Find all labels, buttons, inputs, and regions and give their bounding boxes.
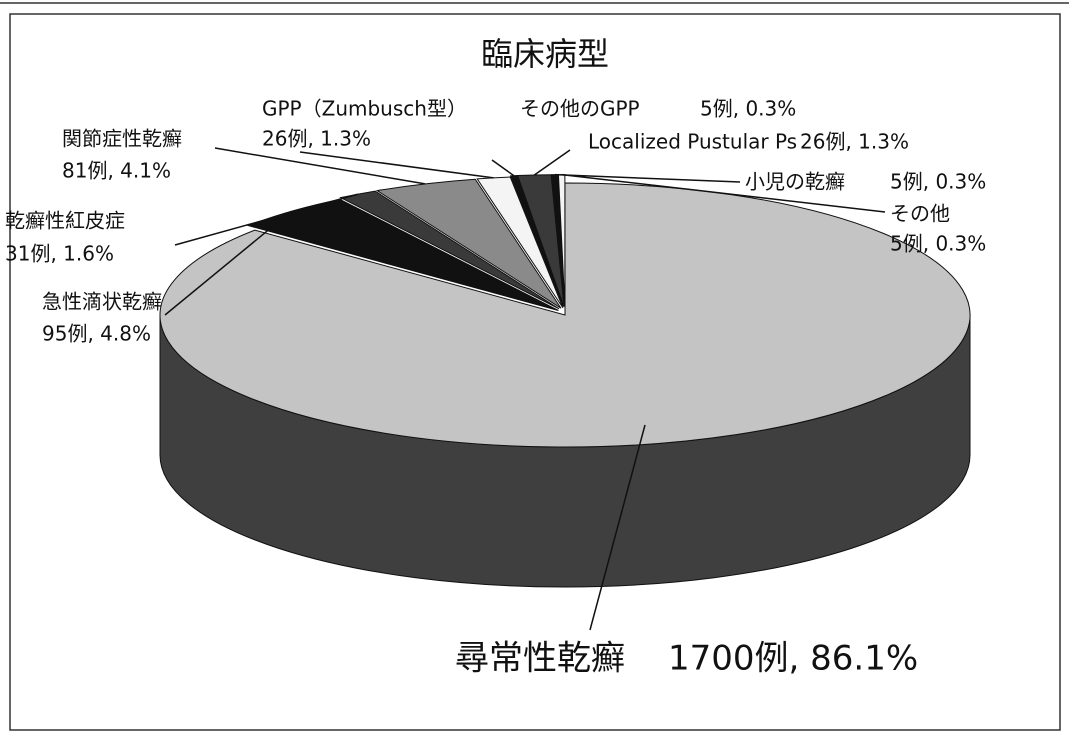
slice-value-label: 81例, 4.1% bbox=[62, 159, 171, 183]
slice bbox=[159, 182, 971, 448]
leader-line bbox=[299, 151, 494, 179]
slice-label: 小児の乾癬 bbox=[745, 170, 845, 194]
slice-label: GPP（Zumbusch型） bbox=[262, 97, 467, 121]
leader-line bbox=[554, 173, 741, 183]
slice-label: その他のGPP bbox=[520, 97, 640, 121]
slice-label: Localized Pustular Ps bbox=[588, 130, 797, 154]
leader-line bbox=[164, 210, 292, 316]
slice-value-label: 31例, 1.6% bbox=[5, 242, 114, 266]
leader-line bbox=[533, 149, 571, 176]
slice-value-label: 1700例, 86.1% bbox=[668, 639, 918, 679]
slice-label: 関節症性乾癬 bbox=[62, 127, 182, 151]
leader-line bbox=[214, 147, 426, 185]
slice-label: 乾癬性紅皮症 bbox=[5, 209, 125, 233]
chart-frame bbox=[9, 13, 1061, 731]
leader-line bbox=[491, 159, 515, 177]
slice-label: 急性滴状乾癬 bbox=[42, 290, 162, 314]
chart-title: 臨床病型 bbox=[481, 35, 609, 73]
slice-label: 尋常性乾癬 bbox=[455, 639, 625, 679]
slice-value-label: 5例, 0.3% bbox=[890, 232, 986, 256]
slice bbox=[375, 178, 562, 309]
slice-value-label: 26例, 1.3% bbox=[800, 130, 909, 154]
slice-label: その他 bbox=[890, 202, 950, 226]
leader-line bbox=[561, 173, 886, 213]
slice-value-label: 26例, 1.3% bbox=[262, 127, 371, 151]
slice-value-label: 5例, 0.3% bbox=[890, 170, 986, 194]
leader-line bbox=[174, 193, 358, 246]
slice-value-label: 5例, 0.3% bbox=[700, 97, 796, 121]
slice-value-label: 95例, 4.8% bbox=[42, 322, 151, 346]
leader-line bbox=[589, 424, 646, 631]
